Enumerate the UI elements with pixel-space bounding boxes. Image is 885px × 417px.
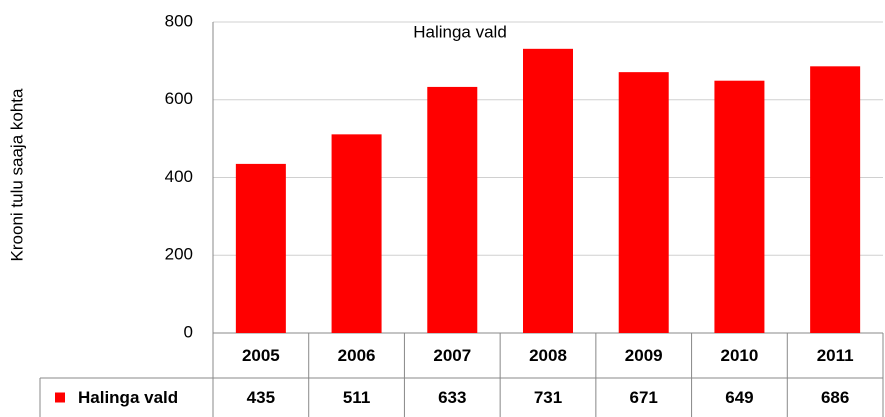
bar <box>331 134 382 333</box>
table-value: 731 <box>534 388 562 407</box>
bar <box>810 66 861 333</box>
table-value: 686 <box>821 388 849 407</box>
table-value: 435 <box>247 388 275 407</box>
table-value: 671 <box>630 388 658 407</box>
y-tick-label: 600 <box>165 89 193 108</box>
x-tick-label: 2005 <box>242 346 280 365</box>
y-tick-label: 400 <box>165 167 193 186</box>
y-tick-label: 200 <box>165 245 193 264</box>
bar <box>523 48 573 333</box>
x-tick-label: 2010 <box>721 346 759 365</box>
x-tick-label: 2006 <box>338 346 376 365</box>
y-axis-label: Krooni tulu saaja kohta <box>7 88 26 261</box>
bar <box>714 80 765 333</box>
chart-title: Halinga vald <box>413 22 507 41</box>
legend-swatch <box>55 392 65 403</box>
table-value: 649 <box>725 388 753 407</box>
x-tick-label: 2008 <box>529 346 567 365</box>
x-tick-label: 2011 <box>817 346 854 365</box>
x-tick-label: 2009 <box>625 346 663 365</box>
bar <box>427 86 478 333</box>
y-tick-label: 0 <box>184 322 193 341</box>
legend-label: Halinga vald <box>78 388 178 407</box>
y-tick-label: 800 <box>165 11 193 30</box>
table-value: 633 <box>438 388 466 407</box>
bar <box>235 163 286 333</box>
table-value: 511 <box>343 388 370 407</box>
x-tick-label: 2007 <box>433 346 471 365</box>
bar <box>618 72 669 334</box>
